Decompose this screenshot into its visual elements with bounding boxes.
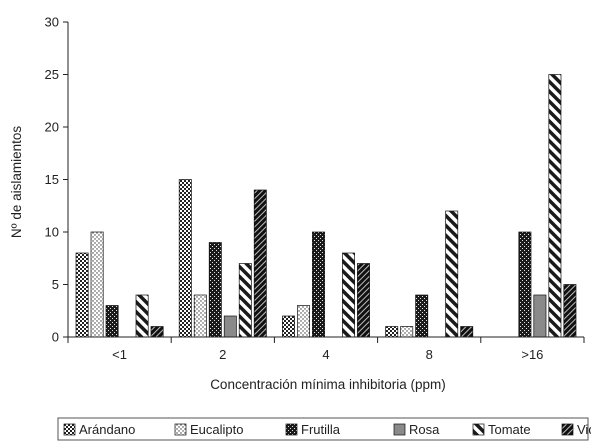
bar-arandano-4 — [282, 315, 295, 338]
bar-vid-1 — [150, 326, 164, 338]
bar-frutilla-16 — [518, 231, 532, 338]
y-tick-label: 20 — [45, 120, 59, 135]
axes-layer: 0 5 10 15 20 25 30 <1 2 4 8 >16 — [45, 15, 585, 362]
legend-label-rosa: Rosa — [409, 422, 440, 437]
y-tick-label: 0 — [52, 330, 59, 345]
legend-box — [57, 417, 589, 441]
legend-swatch-tomate — [472, 423, 485, 436]
x-tick-label: >16 — [521, 347, 543, 362]
legend-label-tomate: Tomate — [488, 422, 531, 437]
bar-vid-2 — [253, 189, 267, 338]
bars-layer — [75, 74, 577, 338]
y-tick-label: 30 — [45, 15, 59, 30]
legend-swatch-eucalipto — [174, 423, 187, 436]
bar-frutilla-8 — [415, 294, 429, 338]
legend-label-frutilla: Frutilla — [301, 422, 341, 437]
bar-arandano-8 — [385, 326, 399, 338]
bar-frutilla-4 — [312, 231, 325, 338]
x-tick-label: 8 — [426, 347, 433, 362]
y-tick-label: 15 — [45, 172, 59, 187]
bar-tomate-4 — [342, 252, 355, 338]
bar-rosa-2 — [223, 315, 237, 338]
bar-frutilla-1 — [105, 305, 119, 338]
bar-arandano-2 — [178, 179, 192, 338]
x-tick-label: 4 — [322, 347, 329, 362]
bar-frutilla-2 — [208, 242, 222, 338]
bar-rosa-16 — [533, 294, 547, 338]
legend: Arándano Eucalipto Frutilla Rosa Tomate Vid — [57, 417, 591, 441]
y-tick-label: 5 — [52, 277, 59, 292]
bar-eucalipto-4 — [297, 305, 310, 338]
y-axis-title: Nº de aislamientos — [9, 126, 24, 238]
legend-label-arandano: Arándano — [79, 422, 135, 437]
bar-tomate-8 — [445, 210, 459, 338]
bar-tomate-16 — [548, 74, 562, 338]
bar-eucalipto-1 — [90, 231, 104, 338]
bar-vid-16 — [563, 284, 577, 338]
y-tick-label: 10 — [45, 225, 59, 240]
bar-eucalipto-2 — [193, 294, 207, 338]
legend-swatch-vid — [561, 423, 574, 436]
legend-swatch-frutilla — [285, 423, 298, 436]
bar-tomate-1 — [135, 294, 149, 338]
legend-label-vid: Vid — [577, 422, 591, 437]
x-axis-title: Concentración mínima inhibitoria (ppm) — [210, 377, 446, 392]
bar-arandano-1 — [75, 252, 89, 338]
x-tick-label: 2 — [219, 347, 226, 362]
legend-swatch-arandano — [63, 423, 76, 436]
y-tick-label: 25 — [45, 67, 59, 82]
bar-tomate-2 — [238, 263, 252, 338]
bar-vid-8 — [460, 326, 474, 338]
bar-vid-4 — [357, 263, 370, 338]
x-tick-label: <1 — [112, 347, 127, 362]
legend-label-eucalipto: Eucalipto — [190, 422, 243, 437]
bar-eucalipto-8 — [400, 326, 414, 338]
legend-swatch-rosa — [393, 423, 406, 436]
